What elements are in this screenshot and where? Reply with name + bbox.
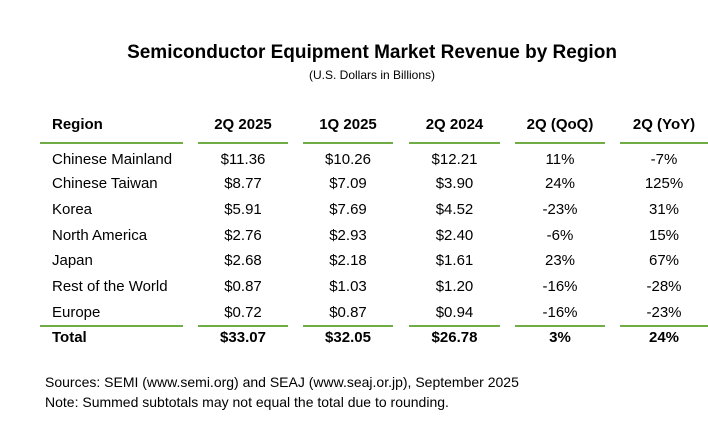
value-cell: $5.91: [224, 201, 262, 218]
value-cell: $4.52: [435, 201, 474, 218]
total-divider: [40, 325, 183, 327]
table-row: Chinese Taiwan $8.77 $7.09 $3.90 24% 125%: [0, 172, 708, 196]
value-cell: 67%: [648, 252, 680, 269]
value-cell: $7.09: [329, 175, 367, 192]
value-cell: $12.21: [431, 151, 478, 168]
value-cell: -28%: [646, 278, 682, 295]
value-cell: $2.18: [329, 252, 367, 269]
total-divider: [620, 325, 708, 327]
value-cell: 15%: [648, 227, 680, 244]
value-cell: 11%: [545, 151, 575, 168]
table-row: Japan $2.68 $2.18 $1.61 23% 67%: [0, 249, 708, 273]
value-cell: $11.36: [220, 151, 266, 168]
value-cell: 125%: [644, 175, 684, 192]
value-cell: $7.69: [329, 201, 367, 218]
page-title: Semiconductor Equipment Market Revenue b…: [127, 42, 617, 63]
table-row: Chinese Mainland $11.36 $10.26 $12.21 11% -7%: [0, 148, 708, 172]
region-cell: Europe: [52, 304, 101, 321]
value-cell: $32.05: [325, 329, 371, 346]
value-cell: $33.07: [220, 329, 266, 346]
value-cell: $2.40: [435, 227, 474, 244]
value-cell: $8.77: [224, 175, 262, 192]
value-cell: $0.87: [224, 278, 262, 295]
value-cell: $1.03: [329, 278, 367, 295]
value-cell: 2Q 2025: [214, 116, 272, 133]
table-row: Rest of the World $0.87 $1.03 $1.20 -16% -28%: [0, 275, 708, 299]
value-cell: 1Q 2025: [319, 116, 377, 133]
region-cell: Chinese Mainland: [52, 151, 173, 168]
header-divider: [303, 142, 393, 144]
value-cell: $3.90: [435, 175, 474, 192]
value-cell: -16%: [542, 278, 578, 295]
region-cell: Japan: [52, 252, 93, 269]
value-cell: 31%: [648, 201, 680, 218]
value-cell: 2Q (QoQ): [526, 116, 594, 133]
region-cell: Chinese Taiwan: [52, 175, 158, 192]
table-row: Korea $5.91 $7.69 $4.52 -23% 31%: [0, 198, 708, 222]
value-cell: $26.78: [431, 329, 478, 346]
value-cell: $0.72: [224, 304, 262, 321]
header-divider: [198, 142, 288, 144]
rounding-note: Note: Summed subtotals may not equal the…: [45, 394, 449, 410]
total-row: Total $33.07 $32.05 $26.78 3% 24%: [0, 326, 708, 350]
table-row: North America $2.76 $2.93 $2.40 -6% 15%: [0, 224, 708, 248]
page-subtitle: (U.S. Dollars in Billions): [308, 68, 436, 82]
value-cell: 24%: [648, 329, 680, 346]
value-cell: 3%: [549, 329, 571, 346]
value-cell: -7%: [650, 151, 678, 168]
value-cell: $0.94: [435, 304, 474, 321]
value-cell: $0.87: [329, 304, 367, 321]
region-cell: North America: [52, 227, 148, 244]
value-cell: $10.26: [325, 151, 371, 168]
header-divider: [409, 142, 500, 144]
table-header-row: Region 2Q 2025 1Q 2025 2Q 2024 2Q (QoQ) 2Q (Y…: [0, 113, 708, 137]
region-cell: Rest of the World: [52, 278, 168, 295]
table-row: Europe $0.72 $0.87 $0.94 -16% -23%: [0, 301, 708, 325]
region-cell: Korea: [52, 201, 93, 218]
total-divider: [198, 325, 288, 327]
value-cell: $1.20: [435, 278, 474, 295]
value-cell: 24%: [544, 175, 576, 192]
value-cell: $2.93: [329, 227, 367, 244]
region-cell: Region: [52, 116, 103, 133]
value-cell: 2Q 2024: [425, 116, 484, 133]
sources-note: Sources: SEMI (www.semi.org) and SEAJ (w…: [45, 374, 519, 390]
value-cell: -23%: [542, 201, 578, 218]
value-cell: $2.76: [224, 227, 262, 244]
value-cell: -6%: [546, 227, 574, 244]
value-cell: $2.68: [224, 252, 262, 269]
total-divider: [515, 325, 605, 327]
header-divider: [40, 142, 183, 144]
total-divider: [409, 325, 500, 327]
region-cell: Total: [52, 329, 87, 346]
value-cell: 2Q (YoY): [632, 116, 696, 133]
value-cell: -23%: [646, 304, 682, 321]
value-cell: $1.61: [435, 252, 474, 269]
total-divider: [303, 325, 393, 327]
value-cell: -16%: [542, 304, 578, 321]
header-divider: [515, 142, 605, 144]
value-cell: 23%: [544, 252, 576, 269]
header-divider: [620, 142, 708, 144]
